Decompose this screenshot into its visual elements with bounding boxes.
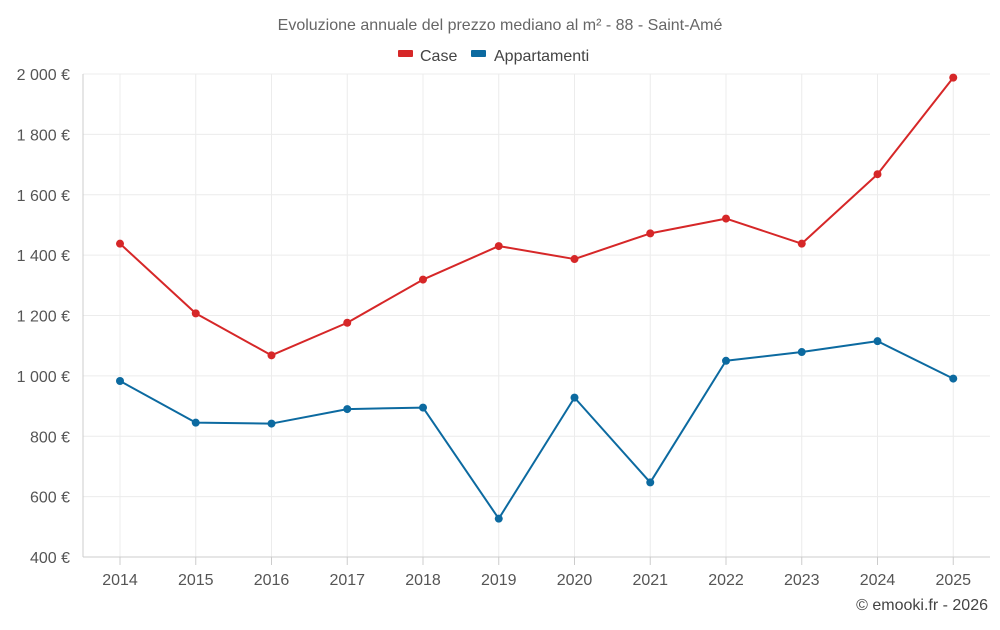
x-tick-label: 2017 [329,572,365,589]
x-tick-label: 2020 [557,572,593,589]
legend[interactable]: Case Appartamenti [398,48,589,65]
data-point[interactable] [116,377,124,386]
series-appartamenti [116,337,958,523]
data-point[interactable] [494,242,503,251]
x-tick-label: 2014 [102,572,138,589]
series-line [119,340,955,520]
y-tick-label: 1 800 € [17,127,70,144]
series-layer [116,73,958,523]
grid [83,73,990,558]
y-tick-label: 1 000 € [17,369,70,386]
y-tick-label: 400 € [30,550,70,567]
data-point[interactable] [343,405,352,414]
data-point[interactable] [570,393,579,402]
legend-item-appartamenti[interactable]: Appartamenti [471,48,589,65]
data-point[interactable] [722,356,730,365]
data-point[interactable] [646,229,655,238]
data-point[interactable] [949,73,958,82]
y-tick-label: 600 € [30,490,70,507]
series-case [116,73,958,360]
data-point[interactable] [873,170,882,179]
data-point[interactable] [116,239,124,248]
x-tick-label: 2022 [708,572,744,589]
x-tick-label: 2018 [405,572,441,589]
data-point[interactable] [343,318,352,327]
axes: 400 € 600 € 800 € 1 000 € 1 200 € 1 400 € 1 60… [17,67,990,589]
chart-title: Evoluzione annuale del prezzo mediano al… [278,17,723,34]
legend-label: Appartamenti [494,48,589,65]
x-tick-label: 2019 [481,572,517,589]
data-point[interactable] [646,478,655,487]
legend-swatch [471,50,486,57]
credit-text: © emooki.fr - 2026 [856,597,988,614]
data-point[interactable] [191,309,200,318]
y-tick-label: 2 000 € [17,67,70,84]
x-tick-label: 2016 [254,572,290,589]
x-tick-label: 2025 [935,572,971,589]
y-tick-label: 1 200 € [17,309,70,326]
y-tick-label: 800 € [30,429,70,446]
data-point[interactable] [419,275,427,284]
legend-label: Case [420,48,457,65]
x-tick-label: 2021 [632,572,668,589]
data-point[interactable] [797,239,806,248]
y-tick-label: 1 400 € [17,248,70,265]
data-point[interactable] [570,255,579,264]
x-tick-label: 2015 [178,572,214,589]
data-point[interactable] [267,351,276,360]
data-point[interactable] [949,374,958,383]
data-point[interactable] [191,418,200,427]
data-point[interactable] [494,514,503,523]
legend-swatch [398,50,413,57]
x-tick-label: 2024 [860,572,896,589]
data-point[interactable] [722,214,730,223]
data-point[interactable] [267,419,276,428]
data-point[interactable] [873,337,882,346]
data-point[interactable] [419,403,427,412]
legend-item-case[interactable]: Case [398,48,457,65]
x-tick-label: 2023 [784,572,820,589]
y-tick-label: 1 600 € [17,188,70,205]
series-line [119,76,955,357]
data-point[interactable] [797,348,806,357]
